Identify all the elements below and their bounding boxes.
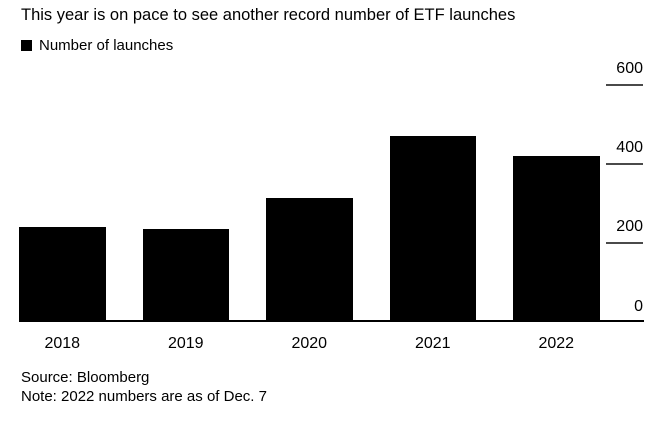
y-tick-dash-600 xyxy=(606,84,643,86)
bar-2019 xyxy=(142,229,229,322)
x-label-2020: 2020 xyxy=(291,335,328,352)
x-label-2019: 2019 xyxy=(167,335,204,352)
chart-title: This year is on pace to see another reco… xyxy=(21,6,516,24)
x-label-2021: 2021 xyxy=(414,335,451,352)
legend-label: Number of launches xyxy=(39,37,174,54)
chart-footer: Source: Bloomberg Note: 2022 numbers are… xyxy=(21,368,267,406)
x-label-2018: 2018 xyxy=(44,335,81,352)
y-label-0: 0 xyxy=(634,298,643,315)
bar-2021 xyxy=(389,136,476,322)
legend: Number of launches xyxy=(21,37,173,54)
y-tick-dash-400 xyxy=(606,163,643,165)
y-tick-dash-200 xyxy=(606,242,643,244)
bar-2020 xyxy=(266,197,353,322)
y-label-600: 600 xyxy=(616,60,643,77)
legend-swatch-icon xyxy=(21,40,32,51)
y-label-200: 200 xyxy=(616,218,643,235)
x-label-2022: 2022 xyxy=(538,335,575,352)
y-label-400: 400 xyxy=(616,139,643,156)
note-text: Note: 2022 numbers are as of Dec. 7 xyxy=(21,388,267,405)
source-text: Source: Bloomberg xyxy=(21,369,150,386)
bar-2022 xyxy=(513,156,600,322)
bar-2018 xyxy=(19,227,106,322)
x-axis-line xyxy=(19,320,644,322)
